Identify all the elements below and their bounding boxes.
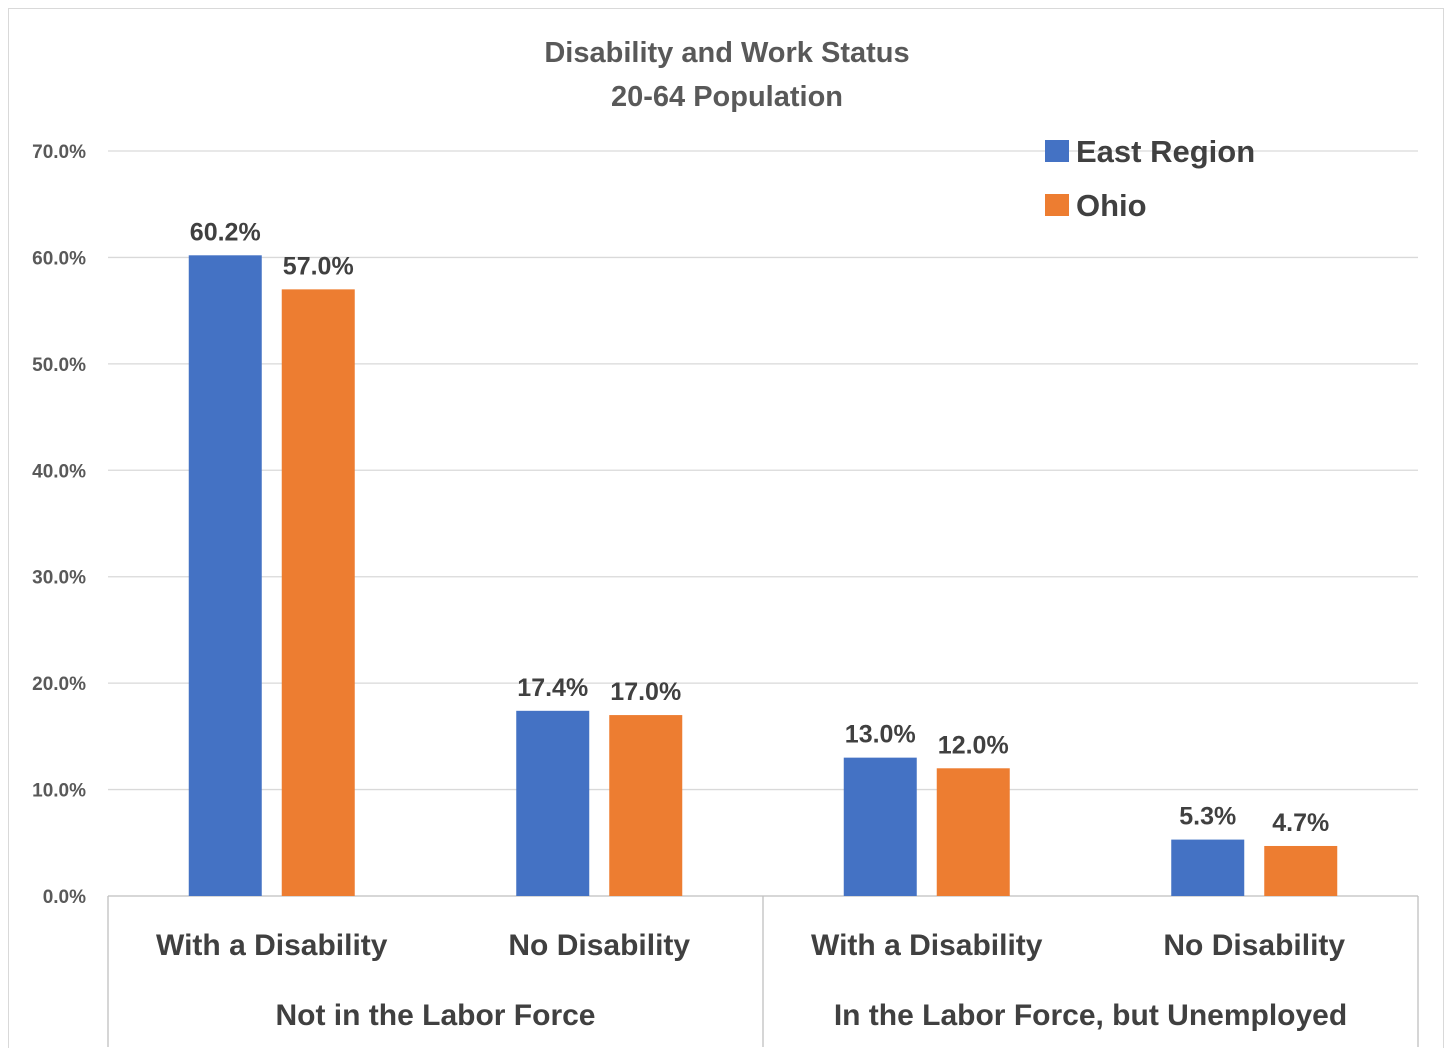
data-label: 13.0% xyxy=(845,721,916,749)
x-category-label: With a Disability xyxy=(156,929,388,962)
bar-ohio xyxy=(281,289,355,896)
y-tick-label: 40.0% xyxy=(32,461,86,482)
legend-swatch xyxy=(1045,140,1069,162)
data-label: 4.7% xyxy=(1272,809,1329,837)
data-label: 17.0% xyxy=(610,678,681,706)
y-tick-label: 50.0% xyxy=(32,355,86,376)
x-category-label: With a Disability xyxy=(811,929,1043,962)
bar-ohio xyxy=(936,768,1010,896)
legend-swatch xyxy=(1045,194,1069,216)
y-tick-label: 30.0% xyxy=(32,568,86,589)
y-axis-ticks: 0.0% 10.0% 20.0% 30.0% 40.0% 50.0% 60.0% 70.0% xyxy=(32,142,86,908)
bars xyxy=(188,255,1338,897)
legend: East Region Ohio xyxy=(1045,134,1255,223)
y-tick-label: 60.0% xyxy=(32,248,86,269)
chart-title: Disability and Work Status xyxy=(544,37,909,69)
data-labels: 60.2% 17.4% 13.0% 5.3% 57.0% 17.0% 12.0% 4.7% xyxy=(190,218,1329,837)
y-tick-label: 20.0% xyxy=(32,674,86,695)
x-category-label: No Disability xyxy=(508,929,690,962)
bar-east-region xyxy=(516,710,590,896)
data-label: 17.4% xyxy=(517,674,588,702)
x-category-label: No Disability xyxy=(1163,929,1345,962)
legend-label: Ohio xyxy=(1076,188,1147,223)
y-tick-label: 10.0% xyxy=(32,781,86,802)
data-label: 57.0% xyxy=(283,252,354,280)
data-label: 5.3% xyxy=(1179,803,1236,831)
bar-east-region xyxy=(1171,839,1245,896)
chart-subtitle: 20-64 Population xyxy=(611,81,843,113)
data-label: 12.0% xyxy=(938,731,1009,759)
bar-ohio xyxy=(609,715,683,896)
x-axis: With a Disability No Disability With a Dis… xyxy=(107,896,1419,1047)
bar-ohio xyxy=(1264,845,1338,896)
bar-east-region xyxy=(843,757,917,896)
bar-east-region xyxy=(188,255,262,897)
y-tick-label: 70.0% xyxy=(32,142,86,163)
y-tick-label: 0.0% xyxy=(43,887,86,908)
x-group-label: Not in the Labor Force xyxy=(275,999,595,1032)
legend-label: East Region xyxy=(1076,134,1255,169)
data-label: 60.2% xyxy=(190,218,261,246)
x-group-label: In the Labor Force, but Unemployed xyxy=(834,999,1347,1032)
